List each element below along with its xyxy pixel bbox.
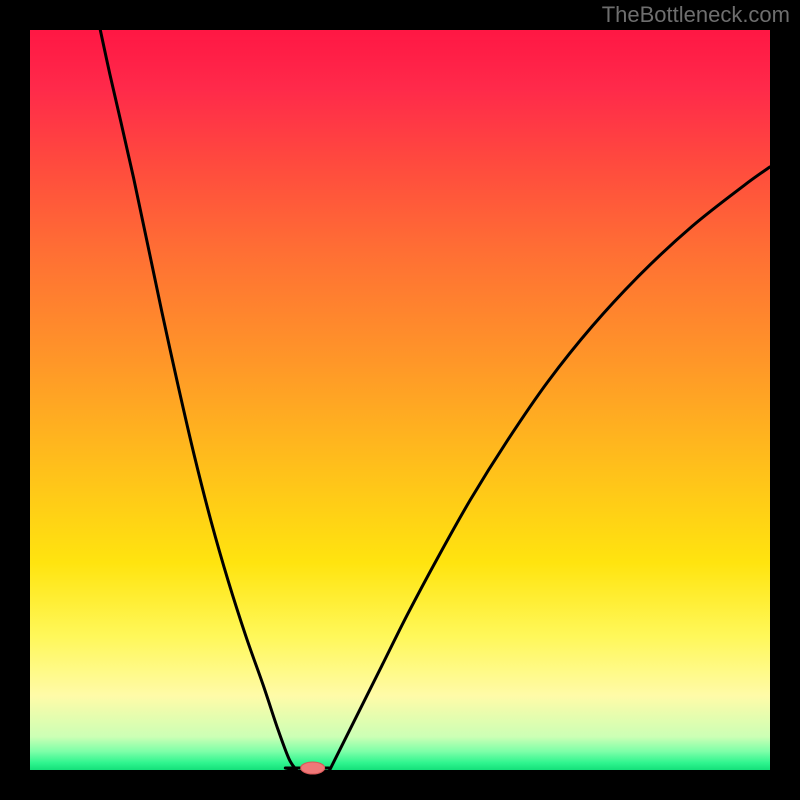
- bottleneck-chart-svg: [0, 0, 800, 800]
- chart-container: TheBottleneck.com: [0, 0, 800, 800]
- watermark-text: TheBottleneck.com: [602, 2, 790, 28]
- minimum-marker: [301, 762, 325, 774]
- plot-background: [30, 30, 770, 770]
